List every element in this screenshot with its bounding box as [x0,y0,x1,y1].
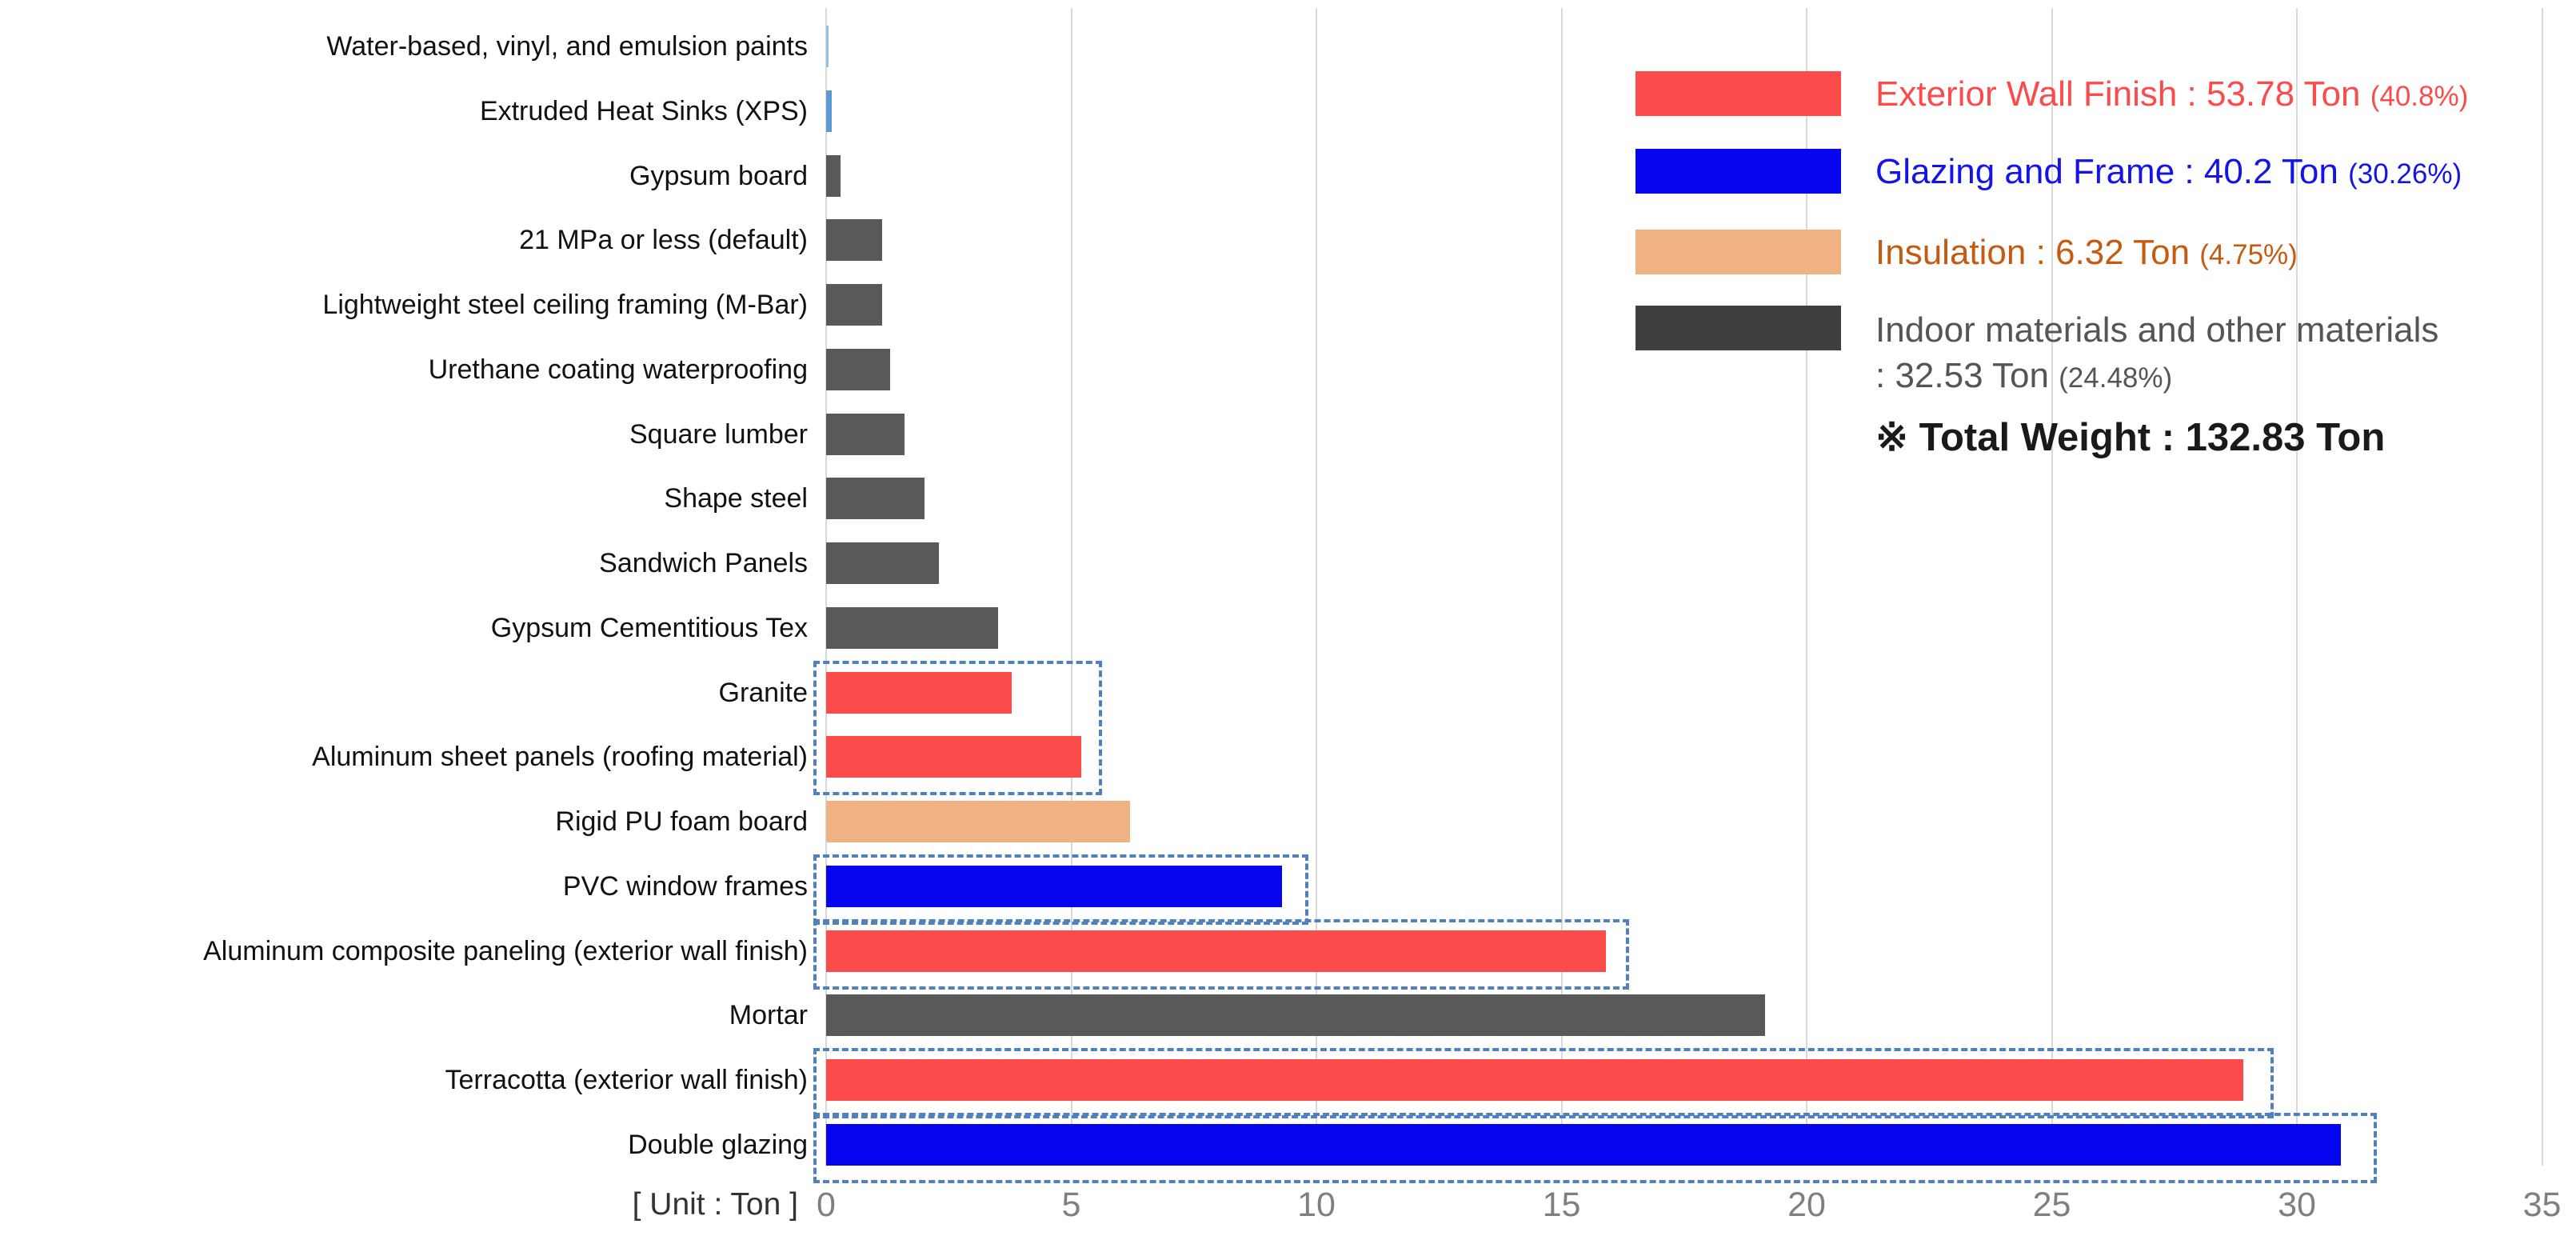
legend-label-2: Insulation : 6.32 Ton (4.75%) [1875,233,2298,272]
x-tick-10: 10 [1297,1186,1336,1224]
x-tick-15: 15 [1542,1186,1581,1224]
bar-indoor [826,606,998,649]
bar-label: Gypsum Cementitious Tex [490,612,808,643]
legend-percent-1: (30.26%) [2348,158,2462,190]
bar-exterior [826,736,1081,778]
bar-label: Granite [718,677,809,708]
gridline-30 [2296,8,2298,1166]
bar-glazing [826,1123,2342,1166]
axis-unit-label: [ Unit : Ton ] [632,1187,798,1222]
gridline-35 [2541,8,2543,1166]
gridline-20 [1806,8,1807,1166]
gridline-15 [1560,8,1563,1166]
legend-percent-3: (24.48%) [2059,362,2173,394]
total-weight-label: ※ Total Weight : 132.83 Ton [1875,416,2386,459]
bar-label: Gypsum board [629,160,808,191]
x-tick-5: 5 [1061,1186,1081,1224]
bar-label: Rigid PU foam board [555,806,808,837]
bar-indoor [826,154,841,197]
highlight-outline-1 [813,854,1308,925]
bar-label: Shape steel [664,483,808,514]
legend-swatch-1 [1635,149,1841,194]
bar-label: Mortar [729,1000,808,1031]
bar-label: Urethane coating waterproofing [428,354,808,385]
bar-indoor [826,478,925,520]
highlight-outline-0 [813,660,1103,796]
bar-insulation [826,90,833,132]
bar-exterior [826,671,1012,714]
bar-indoor [826,413,905,455]
bar-label: PVC window frames [562,870,808,902]
bar-label: Square lumber [629,418,808,450]
highlight-outline-2 [813,918,1630,990]
bar-label: Lightweight steel ceiling framing (M-Bar… [322,290,808,320]
gridline-5 [1070,8,1072,1166]
bar-exterior [826,930,1606,972]
bar-label: 21 MPa or less (default) [519,225,808,256]
legend-label-1: Glazing and Frame : 40.2 Ton (30.26%) [1875,152,2462,191]
highlight-outline-3 [813,1048,2274,1118]
legend-swatch-3 [1635,306,1841,350]
bar-indoor [826,542,939,584]
bar-label: Terracotta (exterior wall finish) [445,1065,808,1095]
legend-swatch-0 [1635,71,1841,116]
bar-glazing [826,865,1283,907]
x-tick-20: 20 [1787,1186,1826,1224]
bar-indoor [826,348,890,390]
x-tick-30: 30 [2278,1186,2316,1224]
bar-label: Double glazing [628,1129,808,1160]
legend-label-3: Indoor materials and other materials : 3… [1875,310,2439,395]
bar-insulation [826,801,1131,842]
x-tick-0: 0 [817,1186,836,1224]
bar-other [826,26,829,67]
gridline-10 [1316,8,1317,1166]
bar-indoor [826,219,883,262]
legend-percent-2: (4.75%) [2199,239,2298,270]
bar-exterior [826,1059,2243,1101]
legend-label-0: Exterior Wall Finish : 53.78 Ton (40.8%) [1875,74,2469,114]
bar-indoor [826,284,883,326]
bar-label: Extruded Heat Sinks (XPS) [479,95,808,126]
bar-indoor [826,994,1765,1037]
bar-label: Aluminum sheet panels (roofing material) [312,742,808,773]
highlight-outline-4 [813,1112,2377,1183]
legend-percent-0: (40.8%) [2370,81,2469,112]
bar-label: Water-based, vinyl, and emulsion paints [326,31,808,62]
bar-label: Sandwich Panels [599,548,808,578]
gridline-0 [825,8,827,1166]
bar-label: Aluminum composite paneling (exterior wa… [203,935,808,966]
gridline-25 [2051,8,2053,1166]
legend-swatch-2 [1635,230,1841,274]
x-tick-25: 25 [2032,1186,2071,1224]
x-tick-35: 35 [2522,1186,2562,1224]
